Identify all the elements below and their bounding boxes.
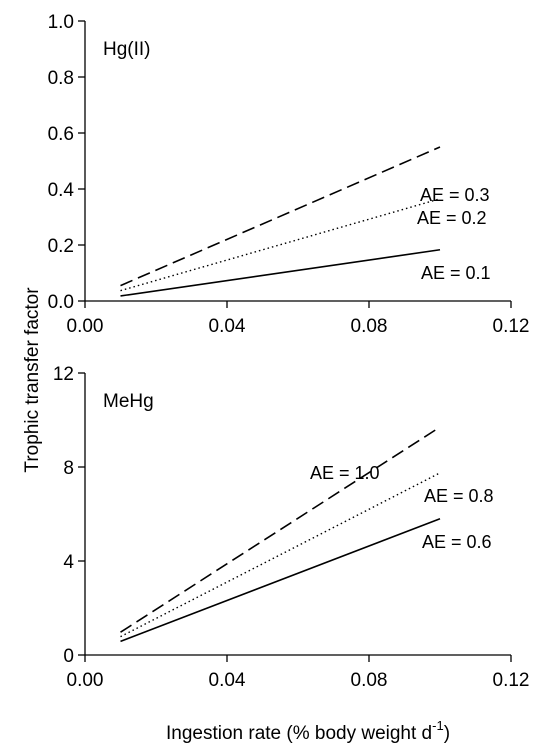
x-tick-label: 0.04 xyxy=(209,670,246,691)
x-axis-title-close: ) xyxy=(444,723,450,744)
series-line-dashed xyxy=(120,146,441,287)
series-line-solid xyxy=(120,248,441,297)
series-label: AE = 0.1 xyxy=(421,263,491,283)
series-line-solid xyxy=(120,517,441,643)
y-axis-title: Trophic transfer factor xyxy=(22,287,43,473)
x-tick-label: 0.00 xyxy=(67,670,104,691)
y-tick-label: 12 xyxy=(53,364,74,385)
y-tick-label: 0.2 xyxy=(48,236,74,257)
series-line-dashed xyxy=(120,426,441,633)
x-tick-label: 0.12 xyxy=(493,670,530,691)
series-label: AE = 0.2 xyxy=(417,208,487,228)
x-axis-title: Ingestion rate (% body weight d-1) xyxy=(166,718,450,744)
series-label: AE = 0.6 xyxy=(422,532,492,552)
y-tick-label: 0.6 xyxy=(48,124,74,145)
y-tick-label: 0.0 xyxy=(48,292,74,313)
y-tick-label: 1.0 xyxy=(48,12,74,33)
x-axis-title-sup: -1 xyxy=(432,718,444,733)
x-axis-title-main: Ingestion rate (% body weight d xyxy=(166,723,432,744)
x-tick-label: 0.08 xyxy=(351,316,388,337)
series-line-dotted xyxy=(120,472,441,638)
panel-label: MeHg xyxy=(103,391,154,412)
x-tick-label: 0.04 xyxy=(209,316,246,337)
series-label: AE = 0.3 xyxy=(420,185,490,205)
panel-hg-ii: 0.0 0.2 0.4 0.6 0.8 1.0 0.00 0.04 0.08 0.12 Hg(II)… xyxy=(48,12,530,337)
y-tick-label: 4 xyxy=(63,552,74,573)
series-label: AE = 0.8 xyxy=(424,486,494,506)
panel-mehg: 0 4 8 12 0.00 0.04 0.08 0.12 MeHg AE = 1.0 AE = 0.… xyxy=(53,364,530,691)
series-line-dotted xyxy=(120,198,441,292)
x-tick-label: 0.00 xyxy=(67,316,104,337)
y-tick-label: 8 xyxy=(63,458,74,479)
x-tick-label: 0.08 xyxy=(351,670,388,691)
y-tick-label: 0 xyxy=(63,646,74,667)
panel-label: Hg(II) xyxy=(103,39,151,60)
series-label: AE = 1.0 xyxy=(310,463,380,483)
y-tick-label: 0.8 xyxy=(48,68,74,89)
y-tick-label: 0.4 xyxy=(48,180,75,201)
x-tick-label: 0.12 xyxy=(493,316,530,337)
